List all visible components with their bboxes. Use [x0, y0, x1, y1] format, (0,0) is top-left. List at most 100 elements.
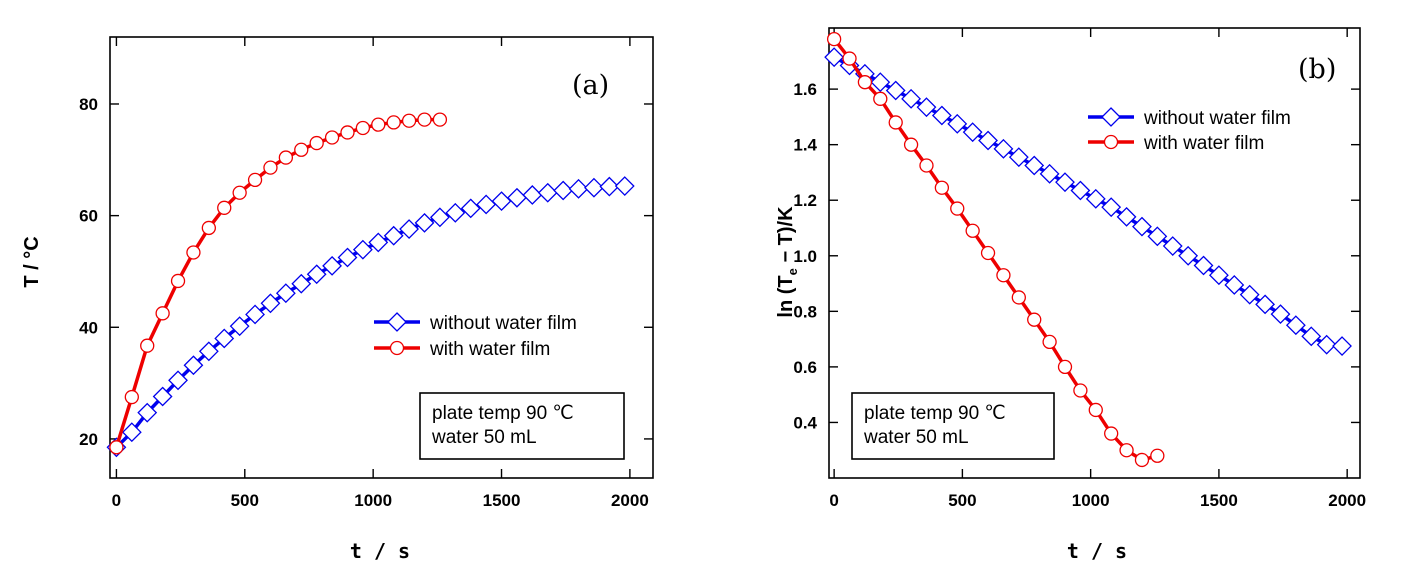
data-point: [183, 355, 204, 376]
data-point: [337, 247, 358, 268]
data-point: [568, 178, 589, 199]
data-point: [1104, 426, 1119, 441]
data-point: [1055, 172, 1075, 193]
x-tick-label: 1500: [483, 491, 521, 510]
data-point: [903, 137, 919, 152]
series-line: [832, 38, 1158, 462]
data-point: [824, 47, 845, 68]
data-point: [993, 138, 1014, 159]
data-point: [371, 117, 386, 132]
conditions-note: plate temp 90 ℃ water 50 mL: [419, 392, 625, 460]
x-tick-label: 500: [231, 491, 259, 510]
legend-label: with water film: [429, 339, 550, 360]
legend: without water film with water film: [374, 312, 577, 360]
data-point: [1147, 226, 1168, 247]
series-without-water-film: [824, 47, 1352, 356]
x-tick-label: 500: [948, 491, 976, 510]
data-point: [1208, 265, 1229, 286]
data-point: [445, 202, 466, 223]
data-point: [417, 112, 432, 127]
legend-label: without water film: [429, 313, 577, 334]
series-line: [833, 55, 1343, 348]
data-point: [294, 142, 309, 157]
data-point: [916, 97, 937, 118]
data-point: [260, 293, 281, 314]
x-tick-label: 1000: [1072, 491, 1110, 510]
data-point: [584, 177, 604, 198]
data-point: [996, 268, 1011, 283]
data-point: [947, 113, 968, 134]
data-point: [201, 220, 216, 236]
data-point: [1301, 326, 1322, 347]
data-point: [1178, 245, 1199, 266]
data-point: [355, 120, 371, 136]
series-with-water-film: [826, 31, 1165, 468]
data-point: [399, 219, 420, 239]
data-point: [401, 113, 417, 128]
data-point: [1316, 334, 1337, 355]
data-point: [965, 223, 980, 238]
data-point: [322, 255, 342, 276]
data-point: [155, 306, 170, 321]
x-axis-label: t / s: [1067, 539, 1127, 563]
data-point: [919, 158, 934, 173]
data-point: [1008, 147, 1029, 168]
data-point: [614, 176, 635, 196]
y-tick-label: 80: [79, 95, 98, 114]
data-point: [1116, 206, 1137, 227]
chart-panel-a: 0 500 1000 1500 2000 20 40 60 80 t / s T / °C (a) wi…: [21, 36, 654, 563]
x-tick-label: 2000: [1328, 491, 1366, 510]
data-point: [873, 91, 888, 106]
data-point: [170, 273, 186, 289]
data-point: [507, 187, 527, 208]
data-point: [1057, 359, 1073, 375]
y-tick-label: 0.8: [793, 302, 817, 321]
series-with-water-film: [109, 112, 448, 455]
data-point: [229, 316, 250, 337]
legend: without water film with water film: [1088, 107, 1291, 154]
data-point: [275, 283, 296, 304]
data-point: [140, 338, 155, 353]
plot-frame: [109, 36, 654, 479]
data-point: [1270, 304, 1291, 325]
panel-label: (a): [572, 70, 609, 101]
x-tick-label: 1500: [1200, 491, 1238, 510]
data-point: [934, 180, 950, 195]
data-point: [1039, 163, 1060, 184]
data-point: [324, 130, 340, 145]
x-tick-label: 2000: [611, 491, 649, 510]
data-point: [340, 125, 355, 140]
legend-label: with water film: [1143, 133, 1264, 154]
data-point: [414, 212, 435, 233]
note-line: water 50 mL: [863, 427, 969, 448]
y-axis-label: ln (Te − T)/K: [775, 206, 800, 318]
data-point: [291, 273, 312, 294]
y-tick-label: 40: [79, 318, 98, 337]
y-tick-label: 1.0: [793, 247, 817, 266]
legend-marker: [389, 340, 405, 356]
data-point: [1134, 452, 1150, 468]
y-tick-label: 20: [79, 430, 98, 449]
data-point: [978, 130, 998, 151]
data-point: [1119, 443, 1134, 458]
y-tick-label: 1.6: [793, 80, 817, 99]
data-point: [842, 51, 857, 66]
data-point: [432, 112, 448, 127]
data-point: [931, 105, 952, 126]
chart-panel-b: 0 500 1000 1500 2000 0.4 0.6 0.8 1.0 1.2 1.4 1.6 t /…: [775, 27, 1366, 563]
data-point: [309, 135, 324, 151]
data-point: [950, 201, 965, 216]
legend-label: without water film: [1143, 108, 1291, 129]
panel-label: (b): [1298, 54, 1336, 85]
data-point: [198, 341, 219, 362]
data-point: [152, 386, 173, 407]
data-point: [553, 180, 574, 201]
data-point: [522, 185, 543, 205]
data-point: [137, 402, 158, 423]
data-point: [352, 239, 373, 260]
data-point: [247, 172, 263, 188]
y-axis-label-main: ln (T: [775, 275, 797, 317]
data-point: [1024, 155, 1045, 176]
data-point: [1073, 383, 1088, 398]
